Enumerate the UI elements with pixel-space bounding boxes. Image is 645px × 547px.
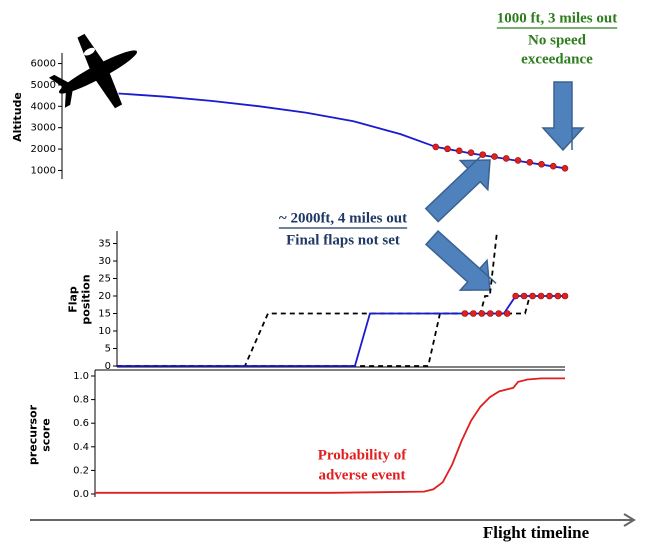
y-tick-label: 30	[98, 256, 111, 267]
y-tick-label: 35	[98, 239, 111, 250]
data-point	[538, 160, 545, 168]
data-line	[117, 295, 565, 367]
arrow-up-right	[424, 152, 491, 223]
annotation: 1000 ft, 3 miles out	[497, 10, 617, 26]
data-point	[512, 292, 519, 300]
annotation: Final flaps not set	[286, 232, 400, 248]
data-point	[461, 310, 469, 317]
y-axis-label: precursor	[27, 404, 40, 465]
data-point	[467, 149, 475, 157]
y-tick-label: 0	[105, 361, 111, 372]
annotation: ~ 2000ft, 4 miles out	[279, 210, 407, 226]
data-point	[561, 292, 569, 300]
data-point	[486, 310, 494, 317]
y-tick-label: 0.8	[73, 395, 89, 406]
y-tick-label: 3000	[31, 123, 56, 134]
y-tick-label: 0.2	[73, 465, 89, 476]
arrow-down	[541, 81, 585, 152]
y-tick-label: 0.6	[73, 418, 89, 429]
data-point	[554, 292, 562, 300]
timeline-arrow-head	[623, 513, 636, 527]
y-tick-label: 2000	[31, 144, 56, 155]
annotation: No speed	[528, 32, 587, 48]
data-point	[549, 162, 557, 170]
data-point	[546, 292, 553, 300]
y-axis-label: score	[40, 418, 53, 452]
y-axis-label: Altitude	[11, 92, 24, 142]
data-line	[118, 92, 566, 170]
data-point	[514, 157, 522, 164]
y-axis-label: position	[80, 274, 93, 324]
data-point	[478, 310, 486, 317]
data-point	[502, 155, 510, 162]
y-tick-label: 5	[105, 344, 111, 355]
data-line	[117, 295, 565, 367]
data-point	[491, 153, 498, 160]
y-tick-label: 1000	[31, 165, 56, 176]
data-point	[495, 310, 503, 317]
data-point	[479, 151, 487, 158]
y-tick-label: 6000	[31, 59, 56, 70]
data-point	[470, 310, 477, 317]
y-axis-label: Flap	[67, 286, 80, 313]
annotation: adverse event	[318, 467, 405, 483]
y-tick-label: 4000	[31, 101, 56, 112]
y-tick-label: 10	[98, 326, 111, 337]
annotation: exceedance	[521, 51, 593, 67]
data-line	[95, 377, 565, 494]
data-point	[537, 292, 545, 300]
arrow-down-right	[424, 230, 497, 291]
y-tick-label: 15	[98, 309, 111, 320]
data-point	[444, 145, 451, 153]
data-point	[529, 292, 536, 300]
data-point	[455, 147, 463, 155]
data-point	[520, 292, 528, 300]
y-tick-label: 25	[98, 274, 111, 285]
y-tick-label: 20	[98, 291, 111, 302]
airplane-icon	[48, 33, 137, 109]
timeline-label: Flight timeline	[483, 523, 590, 542]
annotation: Probability of	[318, 447, 407, 463]
data-point	[432, 143, 440, 151]
y-tick-label: 0.0	[73, 489, 89, 500]
y-tick-label: 0.4	[73, 442, 89, 453]
data-point	[526, 159, 534, 166]
data-point	[561, 165, 569, 172]
charts: 1000 2000 3000 4000 5000 6000 Altitude 1000 ft,…	[11, 10, 617, 500]
y-tick-label: 5000	[31, 80, 56, 91]
y-tick-label: 1.0	[73, 371, 89, 382]
data-point	[503, 310, 511, 317]
